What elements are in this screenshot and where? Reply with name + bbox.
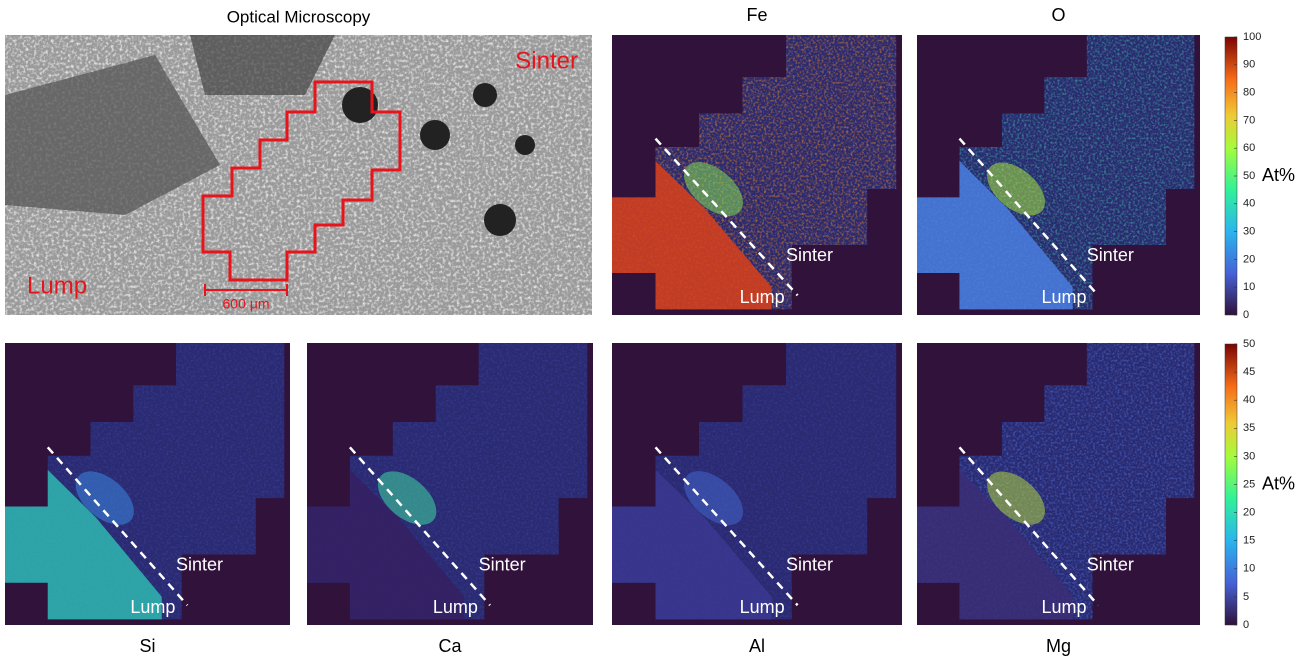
colorbar-tick-label: 10 xyxy=(1243,281,1255,293)
colorbar-tick-label: 0 xyxy=(1243,619,1249,631)
panel-title: Mg xyxy=(1046,636,1071,656)
region-label: Lump xyxy=(27,272,87,299)
colorbar-label: At% xyxy=(1262,165,1295,185)
region-label: Lump xyxy=(130,597,175,617)
colorbar-tick-label: 25 xyxy=(1243,478,1255,490)
colorbar-tick-label: 50 xyxy=(1243,338,1255,350)
pore xyxy=(420,120,450,150)
panel-title: Ca xyxy=(438,636,462,656)
colorbar-tick-label: 30 xyxy=(1243,450,1255,462)
region-label: Sinter xyxy=(786,245,833,265)
colorbar-tick-label: 45 xyxy=(1243,366,1255,378)
pore xyxy=(473,83,497,107)
region-label: Sinter xyxy=(479,555,526,575)
colorbar-tick-label: 15 xyxy=(1243,535,1255,547)
scale-bar-label: 600 μm xyxy=(223,296,270,312)
region-label: Sinter xyxy=(786,555,833,575)
figure: Optical Microscopy Sinter Lump 600 μm Sinter… xyxy=(0,0,1306,660)
colorbar-tick-label: 35 xyxy=(1243,422,1255,434)
region-label: Lump xyxy=(740,287,785,307)
pore xyxy=(484,204,516,236)
region-label: Sinter xyxy=(1087,555,1134,575)
region-label: Lump xyxy=(1042,597,1087,617)
panel-title: Optical Microscopy xyxy=(227,7,371,26)
colorbar-tick-label: 20 xyxy=(1243,253,1255,265)
colorbar-tick-label: 10 xyxy=(1243,563,1255,575)
region-label: Sinter xyxy=(515,47,578,74)
colorbar-label: At% xyxy=(1262,473,1295,493)
colorbar-tick-label: 60 xyxy=(1243,142,1255,154)
panel-title: O xyxy=(1051,5,1065,25)
colorbar-tick-label: 0 xyxy=(1243,309,1249,321)
element-map xyxy=(917,35,1200,315)
panel-title: Al xyxy=(749,636,765,656)
colorbar-tick-label: 50 xyxy=(1243,170,1255,182)
colorbar-tick-label: 100 xyxy=(1243,31,1261,43)
element-map xyxy=(612,343,902,625)
colorbar-tick-label: 30 xyxy=(1243,226,1255,238)
panel-title: Fe xyxy=(746,5,767,25)
pore xyxy=(515,135,535,155)
region-label: Sinter xyxy=(176,555,223,575)
element-map xyxy=(307,343,593,625)
element-map xyxy=(917,343,1200,625)
region-label: Lump xyxy=(740,597,785,617)
panel-title: Si xyxy=(139,636,155,656)
region-label: Sinter xyxy=(1087,245,1134,265)
colorbar-tick-label: 80 xyxy=(1243,87,1255,99)
element-map xyxy=(5,343,290,625)
colorbar-tick-label: 5 xyxy=(1243,591,1249,603)
region-label: Lump xyxy=(433,597,478,617)
colorbar-tick-label: 90 xyxy=(1243,59,1255,71)
colorbar-tick-label: 20 xyxy=(1243,507,1255,519)
colorbar-tick-label: 40 xyxy=(1243,198,1255,210)
colorbar-tick-label: 70 xyxy=(1243,114,1255,126)
element-map xyxy=(612,35,902,315)
region-label: Lump xyxy=(1042,287,1087,307)
colorbar-tick-label: 40 xyxy=(1243,394,1255,406)
optical-image xyxy=(5,35,592,315)
